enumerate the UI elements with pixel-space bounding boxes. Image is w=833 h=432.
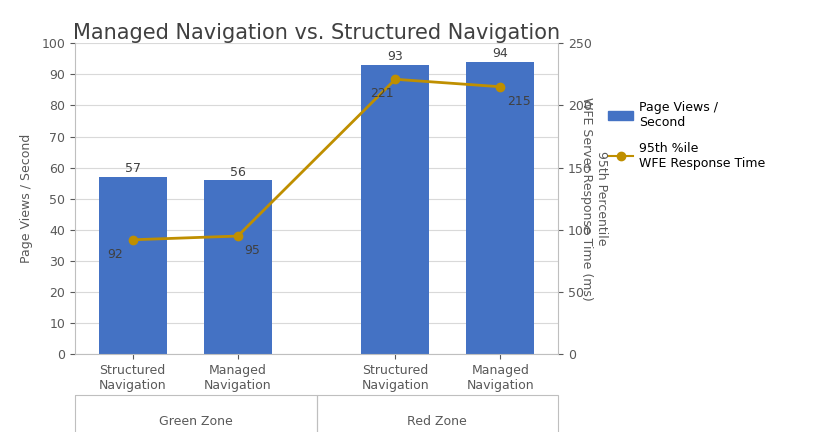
- Y-axis label: Page Views / Second: Page Views / Second: [20, 134, 33, 264]
- Text: Green Zone: Green Zone: [159, 415, 232, 428]
- Title: Managed Navigation vs. Structured Navigation: Managed Navigation vs. Structured Naviga…: [73, 23, 560, 43]
- Bar: [466, 62, 535, 354]
- Bar: [203, 180, 272, 354]
- Y-axis label: 95th Percentile
WFE Server Response Time (ms): 95th Percentile WFE Server Response Time…: [581, 97, 608, 301]
- Bar: [98, 177, 167, 354]
- Text: Red Zone: Red Zone: [407, 415, 467, 428]
- Bar: [362, 65, 430, 354]
- Text: 221: 221: [371, 87, 394, 100]
- Text: 95: 95: [245, 244, 261, 257]
- Text: 92: 92: [107, 248, 123, 261]
- Text: 94: 94: [492, 48, 508, 60]
- Legend: Page Views /
Second, 95th %ile
WFE Response Time: Page Views / Second, 95th %ile WFE Respo…: [603, 96, 771, 175]
- Text: 215: 215: [507, 95, 531, 108]
- Text: 56: 56: [230, 165, 246, 178]
- Text: 57: 57: [125, 162, 141, 175]
- Text: 93: 93: [387, 51, 403, 64]
